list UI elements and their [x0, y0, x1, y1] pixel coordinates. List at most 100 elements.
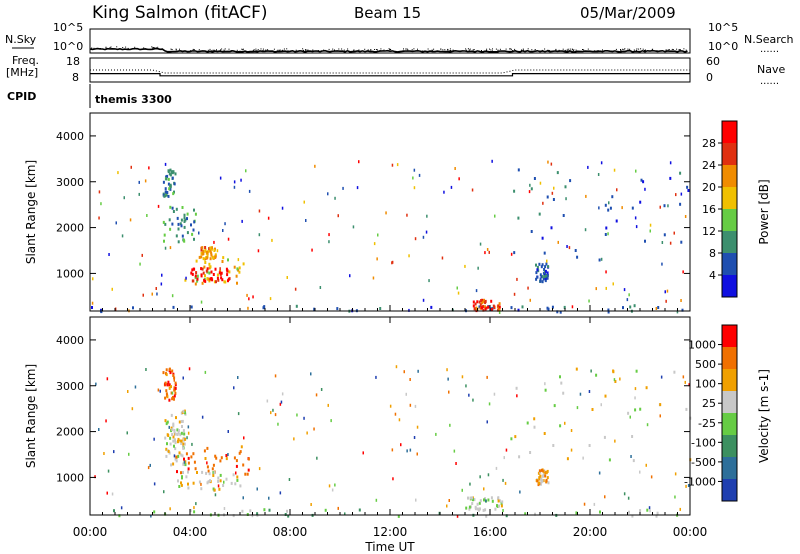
range-cell: [417, 369, 419, 373]
range-cell: [165, 454, 168, 458]
range-cell: [123, 196, 125, 200]
range-cell: [217, 484, 220, 488]
range-cell: [389, 404, 392, 408]
range-cell: [279, 402, 282, 406]
range-cell: [488, 402, 491, 406]
range-cell: [547, 481, 550, 485]
range-cell: [593, 502, 596, 506]
nsearch-point: [472, 49, 474, 51]
range-cell: [611, 195, 614, 199]
range-cell: [236, 475, 239, 479]
nsearch-point: [406, 48, 408, 50]
range-cell: [479, 499, 482, 503]
range-cell: [196, 277, 199, 281]
range-cell: [166, 191, 169, 194]
range-cell: [94, 475, 96, 479]
range-cell: [206, 446, 209, 450]
range-cell: [194, 467, 197, 471]
nsearch-point: [323, 49, 325, 51]
nsearch-point: [571, 48, 573, 50]
y-tick-label: 3000: [56, 380, 84, 393]
range-cell: [174, 386, 177, 390]
range-cell: [487, 473, 490, 477]
range-cell: [491, 499, 494, 503]
colorbar-segment: [722, 479, 737, 502]
range-cell: [541, 280, 544, 284]
freq-tick-bottom: 8: [72, 71, 79, 84]
range-cell: [174, 432, 177, 436]
nsearch-point: [175, 49, 177, 51]
nsearch-point: [282, 49, 284, 51]
range-cell: [206, 461, 208, 465]
range-cell: [540, 468, 543, 472]
range-cell: [327, 192, 329, 196]
range-cell: [614, 439, 616, 443]
range-cell: [237, 258, 240, 262]
range-cell: [225, 457, 228, 461]
range-cell: [605, 286, 607, 290]
range-cell: [205, 471, 208, 475]
range-cell: [175, 416, 177, 420]
range-cell: [183, 213, 186, 217]
range-cell: [447, 377, 449, 381]
nsearch-point: [665, 50, 667, 52]
range-cell: [204, 246, 207, 249]
range-cell: [177, 437, 180, 441]
nsearch-point: [450, 50, 452, 52]
range-cell: [183, 216, 186, 220]
range-cell: [200, 482, 202, 486]
range-cell: [639, 470, 641, 474]
velocity-ylabel: Slant Range [km]: [24, 364, 38, 468]
range-cell: [409, 448, 412, 452]
range-cell: [179, 439, 182, 443]
range-cell: [501, 500, 504, 504]
nsearch-point: [468, 49, 470, 51]
range-cell: [164, 396, 167, 400]
range-cell: [552, 444, 555, 447]
range-cell: [215, 280, 217, 284]
range-cell: [209, 479, 211, 483]
range-cell: [352, 225, 355, 229]
range-cell: [543, 432, 546, 435]
range-cell: [214, 267, 217, 271]
noise-left-tick-bottom: 10^0: [53, 40, 83, 53]
nsearch-point: [549, 50, 551, 52]
range-cell: [165, 373, 168, 377]
range-cell: [232, 473, 235, 477]
range-cell: [685, 407, 688, 411]
range-cell: [206, 267, 209, 271]
range-cell: [493, 306, 496, 310]
nsearch-point: [422, 50, 424, 52]
range-cell: [191, 272, 194, 276]
range-cell: [613, 168, 616, 172]
range-cell: [180, 431, 183, 435]
range-cell: [210, 251, 213, 255]
range-cell: [679, 507, 681, 511]
nsearch-point: [539, 50, 541, 52]
range-cell: [483, 487, 485, 491]
range-cell: [408, 308, 410, 312]
range-cell: [212, 256, 215, 260]
range-cell: [241, 509, 244, 513]
range-cell: [171, 206, 174, 210]
range-cell: [166, 174, 169, 178]
nsearch-point: [338, 48, 340, 50]
range-cell: [120, 506, 123, 510]
range-cell: [206, 277, 209, 281]
range-cell: [503, 456, 505, 460]
range-cell: [241, 219, 243, 223]
range-cell: [235, 459, 238, 463]
range-cell: [639, 407, 642, 411]
nsearch-point: [522, 48, 524, 50]
range-cell: [187, 461, 190, 465]
nsearch-point: [442, 49, 444, 51]
nsearch-point: [514, 48, 516, 50]
range-cell: [660, 375, 663, 379]
range-cell: [215, 456, 218, 460]
range-cell: [100, 202, 102, 206]
range-cell: [274, 413, 277, 417]
range-cell: [225, 454, 228, 457]
range-cell: [661, 262, 663, 266]
nsearch-point: [486, 48, 488, 50]
nsearch-point: [534, 50, 536, 52]
